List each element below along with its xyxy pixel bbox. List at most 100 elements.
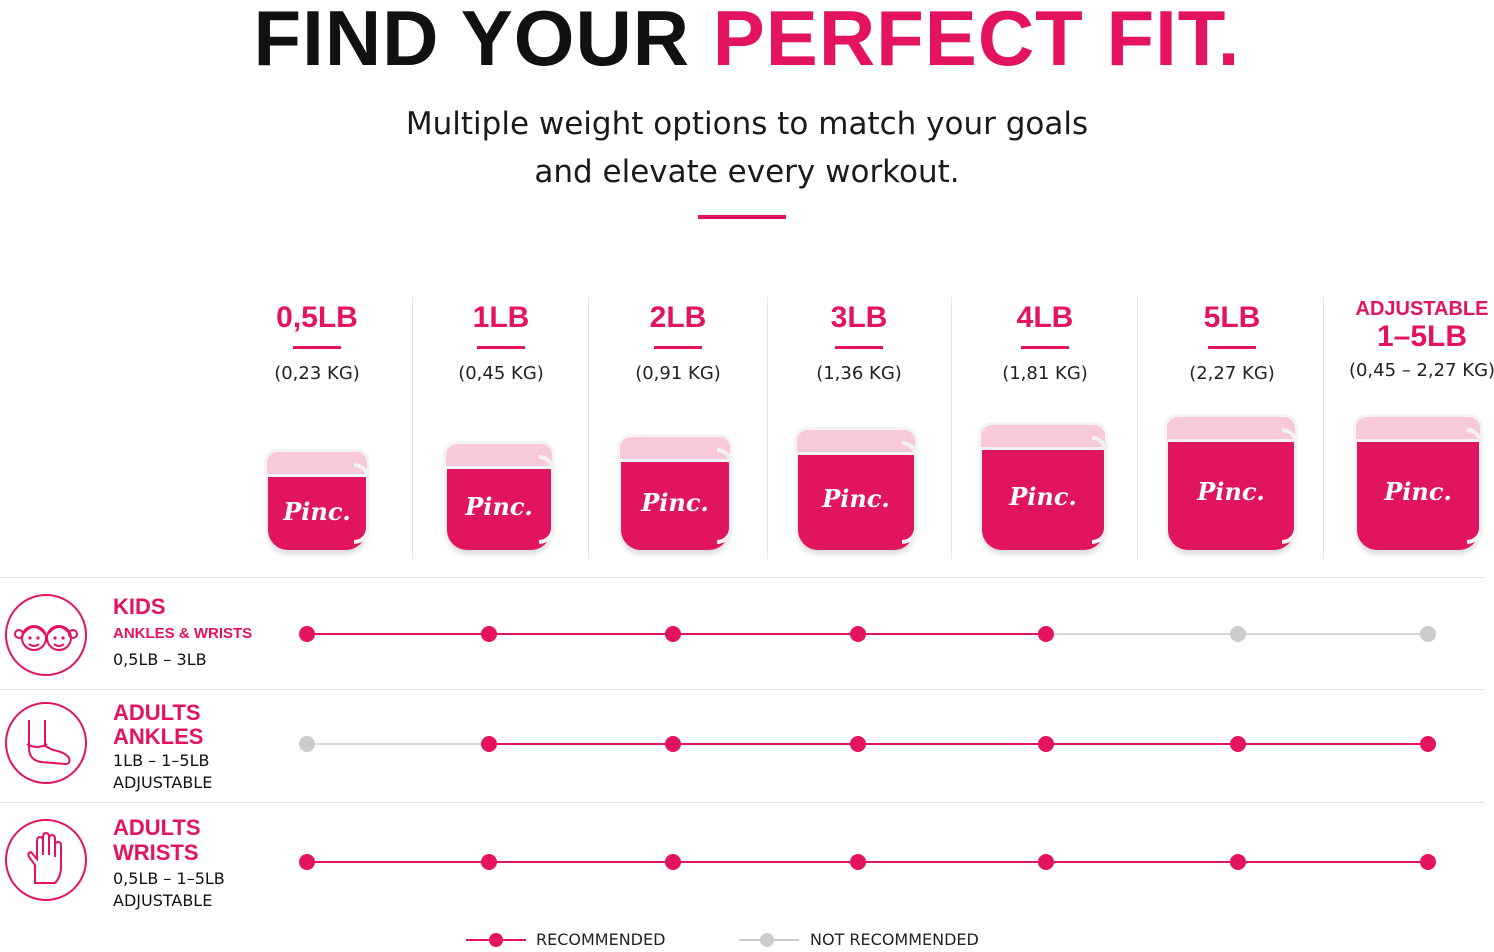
hand-icon [5,819,87,901]
row-range: 0,5LB – 1–5LB [113,869,225,888]
recommended-dot [850,626,866,642]
product-logo: Pinc. [283,496,351,526]
weight-column-5lb: 5LB (2,27 KG) [1147,298,1317,384]
column-divider [951,297,952,559]
recommended-dot [481,626,497,642]
row-range: 1LB – 1–5LB [113,751,210,770]
weight-kg: (0,23 KG) [274,363,360,384]
row-title: ADULTS [113,815,201,840]
column-divider [767,297,768,559]
column-divider [412,297,413,559]
row-divider [0,689,1484,690]
weight-label: 3LB [830,301,888,334]
recommended-dot [850,854,866,870]
title-black-part: FIND YOUR [253,0,691,82]
product-logo: Pinc. [1384,477,1452,507]
product-image: Pinc. [978,422,1108,550]
legend-recommended-marker [466,933,526,947]
product-image: Pinc. [794,427,918,550]
product-logo: Pinc. [1009,481,1077,511]
recommended-dot [1230,854,1246,870]
subtitle: Multiple weight options to match your go… [0,100,1494,196]
weight-label: 4LB [1016,301,1074,334]
product-image: Pinc. [1164,414,1298,550]
row-subtitle: ANKLES [113,724,204,749]
recommended-dot [1038,854,1054,870]
column-divider [1323,297,1324,559]
weight-underline [654,346,702,349]
weight-column-0.5lb: 0,5LB (0,23 KG) [232,298,402,384]
product-logo: Pinc. [822,484,890,514]
kids-faces-icon-svg [14,625,78,651]
recommended-dot [1038,736,1054,752]
product-image: Pinc. [617,434,733,550]
weight-kg: (0,45 – 2,27 KG) [1348,360,1494,381]
product-image: Pinc. [443,441,555,550]
weight-label: 1–5LB [1376,320,1468,353]
weight-label: 5LB [1203,301,1261,334]
recommended-dot [665,736,681,752]
weight-kg: (1,36 KG) [816,363,902,384]
not-recommended-dot [1230,626,1246,642]
recommended-dot [665,626,681,642]
recommended-dot [1230,736,1246,752]
weight-column-adjustable: ADJUSTABLE 1–5LB (0,45 – 2,27 KG) [1335,298,1494,381]
row-range-note: ADJUSTABLE [113,891,213,910]
weight-kg: (1,81 KG) [1002,363,1088,384]
recommended-dot [850,736,866,752]
weight-underline [293,346,341,349]
row-subtitle: ANKLES & WRISTS [113,625,253,642]
legend-not-recommended-marker [739,933,799,947]
weight-column-3lb: 3LB (1,36 KG) [774,298,944,384]
weight-column-4lb: 4LB (1,81 KG) [960,298,1130,384]
title-divider [698,215,786,219]
not-recommended-dot [299,736,315,752]
row-range-note: ADJUSTABLE [113,773,213,792]
recommended-dot [665,854,681,870]
subtitle-line-2: and elevate every workout. [534,154,960,190]
row-title: KIDS [113,594,166,619]
product-logo: Pinc. [1197,477,1265,507]
ankle-foot-icon-svg [26,720,71,766]
row-subtitle: WRISTS [113,840,199,865]
weight-label: 0,5LB [276,301,358,334]
weight-column-1lb: 1LB (0,45 KG) [416,298,586,384]
column-divider [1137,297,1138,559]
title-pink-part: PERFECT FIT. [712,0,1241,82]
row-divider [0,577,1484,578]
weight-underline [1208,346,1256,349]
weight-label: 1LB [472,301,530,334]
weight-underline [1021,346,1069,349]
hand-icon-svg [27,831,62,884]
weight-underline [477,346,525,349]
kids-faces-icon [5,594,87,676]
recommended-dot [299,626,315,642]
recommended-dot [1420,736,1436,752]
not-recommended-dot [1420,626,1436,642]
recommended-dot [481,736,497,752]
weight-label: 2LB [649,301,707,334]
weight-kg: (0,45 KG) [458,363,544,384]
row-title: ADULTS [113,700,201,725]
legend-not-recommended-label: NOT RECOMMENDED [810,930,979,949]
weight-column-2lb: 2LB (0,91 KG) [593,298,763,384]
subtitle-line-1: Multiple weight options to match your go… [405,106,1089,142]
weight-kg: (0,91 KG) [635,363,721,384]
row-divider [0,802,1484,803]
page-title: FIND YOUR PERFECT FIT. [0,0,1494,77]
product-image: Pinc. [264,449,370,550]
product-logo: Pinc. [465,492,533,522]
legend-recommended-label: RECOMMENDED [536,930,666,949]
recommended-dot [1038,626,1054,642]
recommended-dot [299,854,315,870]
weight-underline [835,346,883,349]
weight-kg: (2,27 KG) [1189,363,1275,384]
recommended-dot [1420,854,1436,870]
weight-prefix: ADJUSTABLE [1355,298,1489,320]
row-range: 0,5LB – 3LB [113,650,207,669]
product-logo: Pinc. [641,488,709,518]
product-image: Pinc. [1353,414,1483,550]
column-divider [588,297,589,559]
ankle-foot-icon [5,702,87,784]
